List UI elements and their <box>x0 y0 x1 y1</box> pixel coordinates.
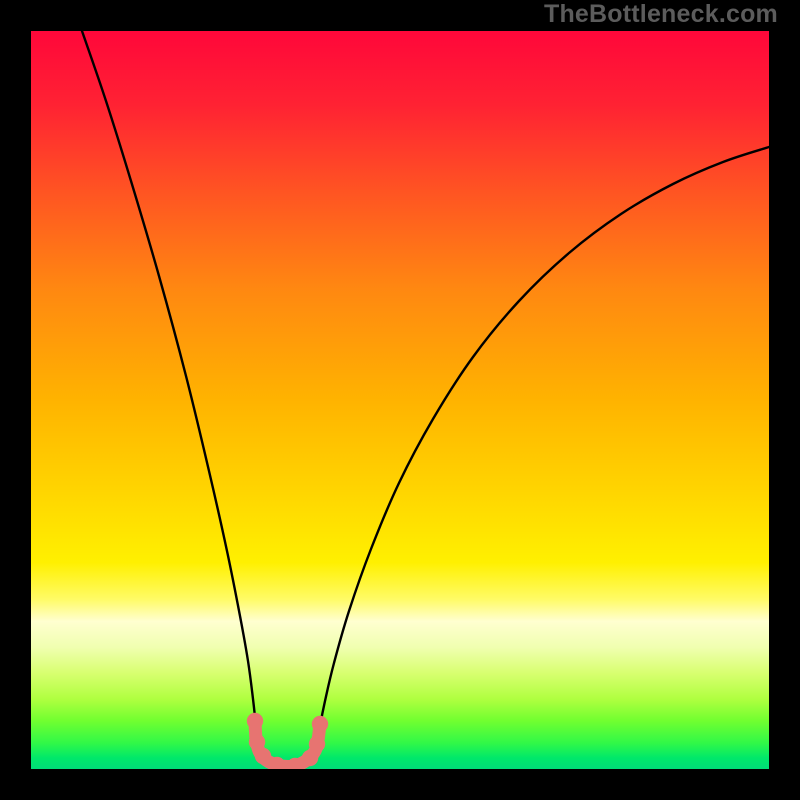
marker-dot <box>309 736 325 752</box>
marker-dot <box>249 734 265 750</box>
watermark-text: TheBottleneck.com <box>544 0 778 29</box>
marker-dot <box>312 716 328 732</box>
marker-dot <box>247 713 263 729</box>
plot-svg <box>31 31 769 769</box>
marker-dot <box>255 748 271 764</box>
chart-stage: TheBottleneck.com <box>0 0 800 800</box>
bottleneck-curve <box>82 31 769 767</box>
marker-dot <box>302 750 318 766</box>
plot-area <box>31 31 769 769</box>
